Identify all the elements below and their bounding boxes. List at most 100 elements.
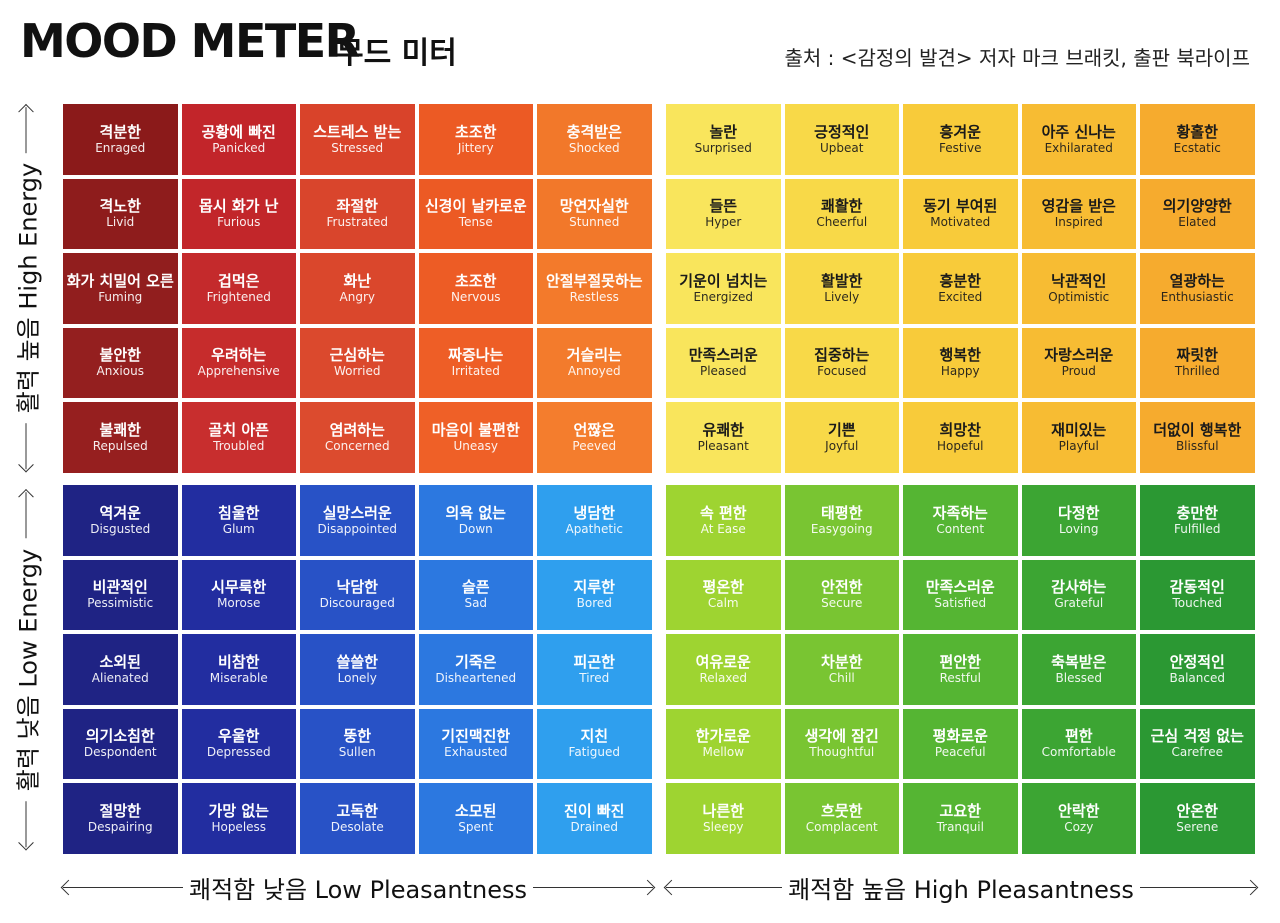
mood-label-korean: 안절부절못하는 — [545, 271, 643, 290]
mood-label-english: Sullen — [338, 745, 376, 760]
mood-label-english: Elated — [1178, 215, 1217, 230]
mood-label-english: Optimistic — [1048, 289, 1110, 304]
mood-label-korean: 안전한 — [821, 578, 863, 597]
mood-cell: 격분한 Enraged — [63, 104, 178, 175]
mood-label-korean: 쾌활한 — [821, 197, 863, 216]
mood-label-korean: 시무룩한 — [211, 578, 267, 597]
mood-cell: 집중하는 Focused — [784, 327, 899, 398]
mood-label-korean: 염려하는 — [329, 420, 385, 439]
mood-label-english: Depressed — [206, 745, 271, 760]
mood-label-english: Pessimistic — [87, 596, 154, 611]
mood-cell: 동기 부여된 Motivated — [903, 178, 1018, 249]
mood-label-korean: 화가 치밀어 오른 — [66, 271, 174, 290]
mood-label-korean: 슬픈 — [461, 578, 490, 597]
mood-label-korean: 의기소침한 — [85, 727, 155, 746]
mood-label-english: Lively — [824, 289, 860, 304]
mood-label-korean: 피곤한 — [573, 652, 615, 671]
mood-cell: 아주 신나는 Exhilarated — [1021, 104, 1136, 175]
mood-cell: 불쾌한 Repulsed — [63, 402, 178, 473]
mood-label-english: Festive — [939, 140, 982, 155]
mood-label-korean: 신경이 날카로운 — [424, 197, 527, 216]
mood-cell: 초조한 Nervous — [418, 253, 533, 324]
mood-label-korean: 기운이 넘치는 — [679, 271, 768, 290]
mood-label-korean: 충만한 — [1176, 503, 1218, 522]
mood-label-english: Playful — [1058, 438, 1099, 453]
mood-label-korean: 냉담한 — [573, 503, 615, 522]
mood-label-korean: 활발한 — [821, 271, 863, 290]
mood-label-korean: 짜증나는 — [448, 346, 504, 365]
mood-label-english: Spent — [458, 819, 494, 834]
mood-cell: 감사하는 Grateful — [1021, 559, 1136, 630]
mood-label-english: Chill — [828, 670, 855, 685]
low-energy-axis-label: 활력 낮음 Low Energy — [9, 492, 44, 848]
mood-label-english: Tranquil — [936, 819, 984, 834]
axis-arrow-line — [25, 492, 27, 539]
mood-cell: 더없이 행복한 Blissful — [1140, 402, 1255, 473]
mood-label-korean: 우려하는 — [211, 346, 267, 365]
mood-label-korean: 근심하는 — [329, 346, 385, 365]
mood-label-english: Anxious — [96, 364, 144, 379]
mood-label-korean: 침울한 — [218, 503, 260, 522]
mood-label-english: Tense — [458, 215, 493, 230]
mood-cell: 재미있는 Playful — [1021, 402, 1136, 473]
mood-label-korean: 공황에 빠진 — [201, 122, 276, 141]
mood-label-english: Balanced — [1169, 670, 1225, 685]
mood-cell: 냉담한 Apathetic — [537, 485, 652, 556]
mood-label-english: Peeved — [572, 438, 617, 453]
mood-label-korean: 열광하는 — [1169, 271, 1225, 290]
mood-cell: 기운이 넘치는 Energized — [666, 253, 781, 324]
mood-cell: 유쾌한 Pleasant — [666, 402, 781, 473]
mood-cell: 공황에 빠진 Panicked — [181, 104, 296, 175]
mood-label-korean: 겁먹은 — [218, 271, 260, 290]
mood-label-english: Proud — [1061, 364, 1096, 379]
mood-label-english: Excited — [938, 289, 983, 304]
axis-arrow-line — [25, 801, 27, 848]
mood-cell: 긍정적인 Upbeat — [784, 104, 899, 175]
mood-label-korean: 속 편한 — [699, 503, 747, 522]
mood-label-english: Cozy — [1064, 819, 1094, 834]
mood-label-korean: 지친 — [580, 727, 609, 746]
mood-label-english: Bored — [576, 596, 612, 611]
mood-label-korean: 비참한 — [218, 652, 260, 671]
mood-label-korean: 생각에 잠긴 — [804, 727, 879, 746]
mood-label-korean: 화난 — [343, 271, 372, 290]
mood-label-korean: 황홀한 — [1176, 122, 1218, 141]
mood-label-english: Stressed — [331, 140, 384, 155]
mood-label-korean: 골치 아픈 — [208, 420, 269, 439]
mood-cell: 화난 Angry — [300, 253, 415, 324]
mood-label-korean: 진이 빠진 — [564, 801, 625, 820]
mood-label-english: Happy — [940, 364, 980, 379]
mood-label-korean: 역겨운 — [99, 503, 141, 522]
mood-cell: 마음이 불편한 Uneasy — [418, 402, 533, 473]
mood-label-english: Desolate — [330, 819, 384, 834]
mood-cell: 나른한 Sleepy — [666, 783, 781, 854]
mood-label-korean: 짜릿한 — [1176, 346, 1218, 365]
mood-label-english: Loving — [1059, 521, 1099, 536]
mood-label-korean: 초조한 — [455, 122, 497, 141]
mood-label-english: Stunned — [569, 215, 620, 230]
mood-cell: 실망스러운 Disappointed — [300, 485, 415, 556]
mood-label-korean: 아주 신나는 — [1041, 122, 1116, 141]
mood-cell: 쓸쓸한 Lonely — [300, 634, 415, 705]
mood-label-korean: 평온한 — [702, 578, 744, 597]
mood-cell: 고독한 Desolate — [300, 783, 415, 854]
mood-label-english: Hyper — [705, 215, 742, 230]
low-pleasantness-text: 쾌적함 낮음 Low Pleasantness — [189, 875, 527, 904]
axis-arrow-line — [25, 106, 27, 153]
mood-label-english: Jittery — [457, 140, 494, 155]
mood-cell: 다정한 Loving — [1021, 485, 1136, 556]
mood-cell: 초조한 Jittery — [418, 104, 533, 175]
mood-label-english: Secure — [821, 596, 863, 611]
mood-label-korean: 낙관적인 — [1051, 271, 1107, 290]
mood-cell: 불안한 Anxious — [63, 327, 178, 398]
mood-label-korean: 흥겨운 — [939, 122, 981, 141]
mood-label-korean: 들뜬 — [709, 197, 738, 216]
mood-cell: 화가 치밀어 오른 Fuming — [63, 253, 178, 324]
mood-label-english: Irritated — [451, 364, 500, 379]
mood-label-english: Pleasant — [697, 438, 749, 453]
mood-label-english: Miserable — [209, 670, 268, 685]
mood-label-korean: 불쾌한 — [99, 420, 141, 439]
mood-label-english: Comfortable — [1041, 745, 1116, 760]
mood-label-english: Easygoing — [810, 521, 873, 536]
mood-cell: 속 편한 At Ease — [666, 485, 781, 556]
